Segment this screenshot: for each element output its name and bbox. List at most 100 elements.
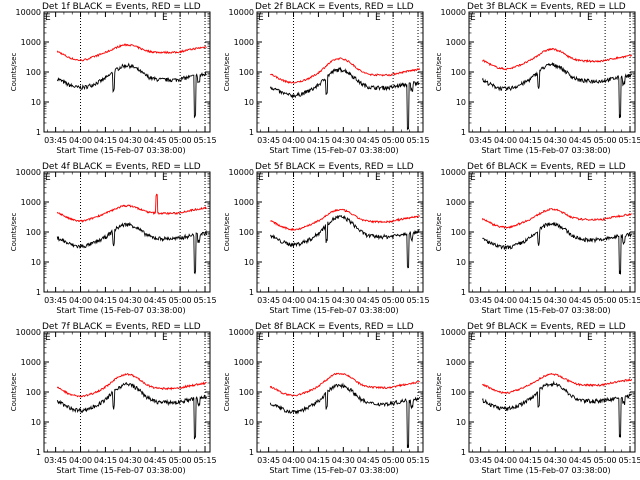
y-tick-label: 1000 xyxy=(21,358,41,367)
y-tick-label: 10000 xyxy=(441,328,466,337)
y-axis-label: Counts/sec xyxy=(223,213,231,252)
x-axis-label: Start Time (15-Feb-07 03:38:00) xyxy=(481,466,610,475)
y-tick-label: 1000 xyxy=(21,38,41,47)
e-marker-label: E xyxy=(162,333,168,343)
x-tick-label: 05:15 xyxy=(618,456,640,465)
y-tick-label: 10000 xyxy=(16,328,41,337)
series-lld-line xyxy=(56,372,207,398)
y-tick-label: 1000 xyxy=(446,38,466,47)
x-tick-label: 04:30 xyxy=(119,456,142,465)
x-axis-label: Start Time (15-Feb-07 03:38:00) xyxy=(269,466,398,475)
x-tick-label: 04:30 xyxy=(544,296,567,305)
y-tick-label: 100 xyxy=(451,388,466,397)
series-lld-line xyxy=(481,47,633,71)
y-tick-label: 10000 xyxy=(441,8,466,17)
x-tick-label: 04:30 xyxy=(119,136,142,145)
series-events-line xyxy=(482,221,633,275)
x-tick-label: 04:15 xyxy=(94,456,117,465)
x-tick-label: 05:00 xyxy=(382,456,405,465)
x-tick-label: 04:00 xyxy=(69,456,92,465)
e-marker-label: E xyxy=(258,13,264,23)
x-tick-label: 03:45 xyxy=(469,456,492,465)
e-marker-label: E xyxy=(375,333,381,343)
e-marker-label: E xyxy=(375,13,381,23)
x-tick-label: 04:00 xyxy=(282,136,305,145)
x-tick-label: 04:00 xyxy=(69,296,92,305)
y-tick-label: 1000 xyxy=(234,198,254,207)
y-axis-label: Counts/sec xyxy=(435,213,443,252)
x-tick-label: 03:45 xyxy=(44,296,67,305)
chart-title: Det 5f BLACK = Events, RED = LLD xyxy=(255,162,414,172)
y-tick-label: 100 xyxy=(26,68,41,77)
x-tick-label: 05:15 xyxy=(618,296,640,305)
chart-title: Det 9f BLACK = Events, RED = LLD xyxy=(467,322,626,332)
y-tick-label: 1 xyxy=(36,288,41,297)
series-events-line xyxy=(56,382,208,440)
x-tick-label: 05:15 xyxy=(618,136,640,145)
y-tick-label: 10 xyxy=(244,418,254,427)
x-tick-label: 05:00 xyxy=(594,456,617,465)
x-tick-label: 05:00 xyxy=(169,136,192,145)
x-axis-label: Start Time (15-Feb-07 03:38:00) xyxy=(56,306,185,315)
x-tick-label: 04:00 xyxy=(282,456,305,465)
series-lld-line xyxy=(56,193,207,223)
y-tick-label: 1 xyxy=(249,128,254,137)
chart-title: Det 6f BLACK = Events, RED = LLD xyxy=(467,162,626,172)
y-tick-label: 100 xyxy=(451,68,466,77)
e-marker-label: E xyxy=(45,173,51,183)
y-tick-label: 1000 xyxy=(446,358,466,367)
series-lld-line xyxy=(482,372,633,395)
x-tick-label: 03:45 xyxy=(44,136,67,145)
x-axis-label: Start Time (15-Feb-07 03:38:00) xyxy=(481,146,610,155)
x-tick-label: 04:00 xyxy=(494,456,517,465)
x-tick-label: 05:15 xyxy=(193,456,216,465)
y-tick-label: 10000 xyxy=(16,8,41,17)
x-tick-label: 03:45 xyxy=(257,456,280,465)
y-tick-label: 10 xyxy=(244,98,254,107)
y-tick-label: 100 xyxy=(239,228,254,237)
series-lld-line xyxy=(270,57,421,84)
y-tick-label: 10 xyxy=(31,418,41,427)
x-tick-label: 04:15 xyxy=(307,456,330,465)
x-tick-label: 04:30 xyxy=(544,136,567,145)
y-tick-label: 10 xyxy=(456,418,466,427)
x-tick-label: 03:45 xyxy=(257,136,280,145)
e-marker-label: E xyxy=(162,173,168,183)
y-tick-label: 10000 xyxy=(441,168,466,177)
y-tick-label: 1000 xyxy=(446,198,466,207)
y-tick-label: 1 xyxy=(461,448,466,457)
x-axis-label: Start Time (15-Feb-07 03:38:00) xyxy=(56,146,185,155)
y-axis-label: Counts/sec xyxy=(223,53,231,92)
y-tick-label: 1 xyxy=(461,128,466,137)
e-marker-label: E xyxy=(375,173,381,183)
series-events-line xyxy=(56,221,208,275)
series-events-line xyxy=(269,66,420,131)
y-tick-label: 100 xyxy=(239,388,254,397)
y-tick-label: 10 xyxy=(456,258,466,267)
x-tick-label: 05:00 xyxy=(594,136,617,145)
chart-title: Det 1f BLACK = Events, RED = LLD xyxy=(42,2,201,12)
x-tick-label: 04:00 xyxy=(69,136,92,145)
x-tick-label: 05:15 xyxy=(193,296,216,305)
chart-title: Det 7f BLACK = Events, RED = LLD xyxy=(42,322,201,332)
x-tick-label: 05:00 xyxy=(382,296,405,305)
x-tick-label: 04:15 xyxy=(519,296,542,305)
x-tick-label: 04:45 xyxy=(569,296,592,305)
e-marker-label: E xyxy=(258,333,264,343)
y-axis-label: Counts/sec xyxy=(435,373,443,412)
y-tick-label: 1 xyxy=(461,288,466,297)
x-tick-label: 04:45 xyxy=(569,136,592,145)
plot-frame xyxy=(256,171,424,293)
series-lld-line xyxy=(56,43,207,62)
x-tick-label: 04:15 xyxy=(94,296,117,305)
chart-title: Det 2f BLACK = Events, RED = LLD xyxy=(255,2,414,12)
x-tick-label: 05:00 xyxy=(594,296,617,305)
y-tick-label: 10 xyxy=(244,258,254,267)
x-tick-label: 04:30 xyxy=(332,456,355,465)
plot-frame xyxy=(43,11,211,133)
